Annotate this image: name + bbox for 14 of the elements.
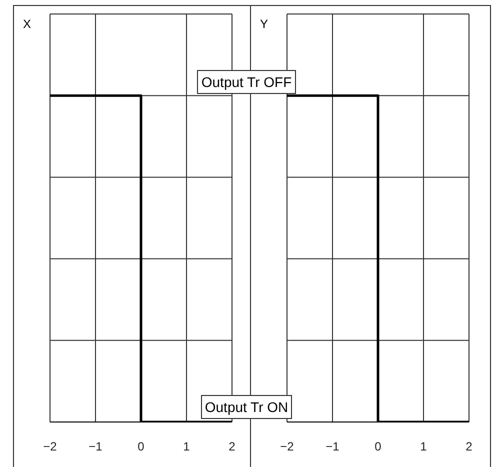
- x-tick-label: 0: [138, 440, 145, 454]
- x-tick-label: 1: [420, 440, 428, 454]
- x-tick-label: 1: [183, 440, 190, 454]
- x-tick-label: 2: [228, 440, 236, 454]
- x-tick-label: 2: [466, 440, 473, 454]
- text: Output Tr OFF: [197, 70, 296, 94]
- x-tick-label: −2: [43, 440, 58, 454]
- x-tick-label: −1: [326, 440, 340, 454]
- x-tick-label: −2: [280, 440, 294, 454]
- annotation: Output Tr ON: [200, 395, 292, 419]
- chart-title: Y: [260, 17, 268, 31]
- x-tick-label: −1: [88, 440, 103, 454]
- chart-title: X: [23, 17, 32, 31]
- x-tick-label: 0: [374, 440, 382, 454]
